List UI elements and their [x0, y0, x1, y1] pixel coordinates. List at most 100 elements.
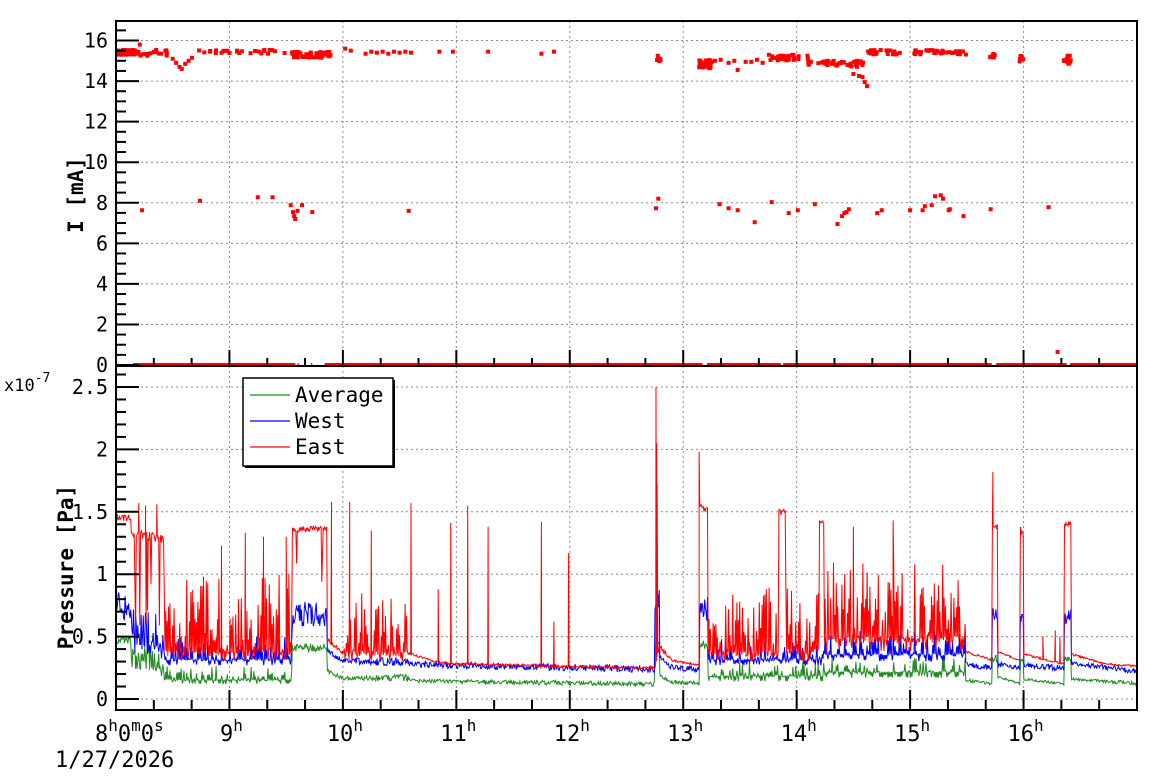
data-point — [874, 50, 879, 55]
y-tick-label: 6 — [96, 231, 108, 255]
legend-item-east: East — [250, 435, 346, 459]
bottom-plot-frame — [115, 365, 1138, 711]
y-tick-label: 16 — [84, 29, 108, 53]
data-point — [369, 49, 374, 54]
data-point — [752, 220, 757, 225]
data-point — [138, 53, 143, 58]
data-point — [808, 59, 813, 64]
data-point — [127, 51, 132, 56]
data-point — [386, 51, 391, 56]
data-point — [776, 54, 781, 59]
data-point — [1018, 56, 1023, 61]
data-point — [363, 51, 368, 56]
data-point — [348, 48, 353, 53]
data-point — [1046, 205, 1051, 210]
data-point — [833, 62, 838, 67]
data-point — [164, 50, 169, 55]
data-point — [124, 52, 129, 57]
data-point — [186, 58, 191, 63]
data-point — [327, 49, 332, 54]
data-point — [839, 59, 844, 64]
data-point — [704, 60, 709, 65]
data-point — [1021, 57, 1026, 62]
data-point — [197, 48, 202, 53]
data-point — [706, 65, 711, 70]
data-point — [930, 48, 935, 53]
data-point — [293, 50, 298, 55]
y-tick-label: 0.5 — [72, 625, 108, 649]
data-point — [227, 50, 232, 55]
y-tick-label: 0 — [96, 687, 108, 711]
data-point — [656, 56, 661, 61]
data-point — [830, 61, 835, 66]
data-point — [848, 63, 853, 68]
data-point — [261, 48, 266, 53]
data-point — [308, 51, 313, 56]
current-data-points — [117, 42, 1136, 367]
data-point — [853, 62, 858, 67]
hour-unit: h — [1034, 716, 1044, 735]
data-point — [174, 60, 179, 65]
data-point — [653, 206, 658, 211]
data-point — [239, 49, 244, 54]
data-point — [117, 52, 121, 57]
start-minute: 0 — [118, 722, 131, 747]
data-point — [154, 47, 159, 52]
data-point — [935, 49, 940, 54]
data-point — [291, 55, 296, 60]
data-point — [926, 48, 931, 53]
hour-unit: h — [921, 716, 931, 735]
legend-item-average: Average — [250, 383, 384, 407]
data-point — [769, 200, 774, 205]
data-point — [270, 48, 275, 53]
data-point — [718, 57, 723, 62]
hour-value: 10 — [327, 722, 354, 747]
data-point — [450, 49, 455, 54]
data-point — [322, 50, 327, 55]
y-tick-label: 2 — [96, 437, 108, 461]
data-point — [772, 55, 777, 60]
hour-unit: h — [807, 716, 817, 735]
data-point — [869, 48, 874, 53]
hour-unit: h — [353, 716, 363, 735]
data-point — [304, 52, 309, 57]
data-point — [726, 60, 731, 65]
data-point — [816, 61, 821, 66]
data-point — [920, 208, 925, 213]
data-point — [812, 202, 817, 207]
data-point — [179, 66, 184, 71]
y-tick-label: 10 — [84, 150, 108, 174]
x-hour-label: 16h — [1007, 716, 1043, 747]
start-second: 0 — [141, 722, 154, 747]
data-point — [928, 48, 933, 53]
x-hour-label: 12h — [554, 716, 590, 747]
data-point — [153, 50, 158, 55]
data-point — [796, 54, 801, 59]
data-point — [766, 52, 771, 57]
data-point — [860, 63, 865, 68]
data-point — [140, 208, 145, 213]
hour-value: 13 — [667, 722, 694, 747]
data-point — [786, 53, 791, 58]
legend-item-west: West — [250, 409, 346, 433]
data-point — [760, 60, 765, 65]
data-point — [878, 48, 883, 53]
data-point — [781, 53, 786, 58]
data-point — [132, 51, 137, 56]
hour-unit: h — [467, 716, 477, 735]
data-point — [872, 48, 877, 53]
data-point — [318, 55, 323, 60]
data-point — [701, 62, 706, 67]
data-point — [295, 55, 300, 60]
exponent-base: x10 — [4, 376, 35, 396]
data-point — [270, 195, 275, 200]
data-point — [754, 57, 759, 62]
data-point — [408, 50, 413, 55]
data-point — [208, 48, 213, 53]
x-hour-label: 13h — [667, 716, 703, 747]
data-point — [708, 58, 713, 63]
data-point — [301, 54, 306, 59]
data-point — [1017, 59, 1022, 64]
data-point — [1067, 53, 1072, 58]
y-tick-label: 4 — [96, 272, 108, 296]
